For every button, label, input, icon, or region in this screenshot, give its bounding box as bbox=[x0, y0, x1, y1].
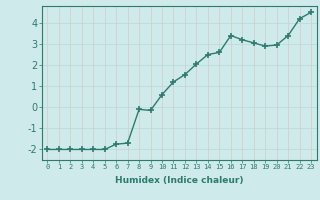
X-axis label: Humidex (Indice chaleur): Humidex (Indice chaleur) bbox=[115, 176, 244, 185]
